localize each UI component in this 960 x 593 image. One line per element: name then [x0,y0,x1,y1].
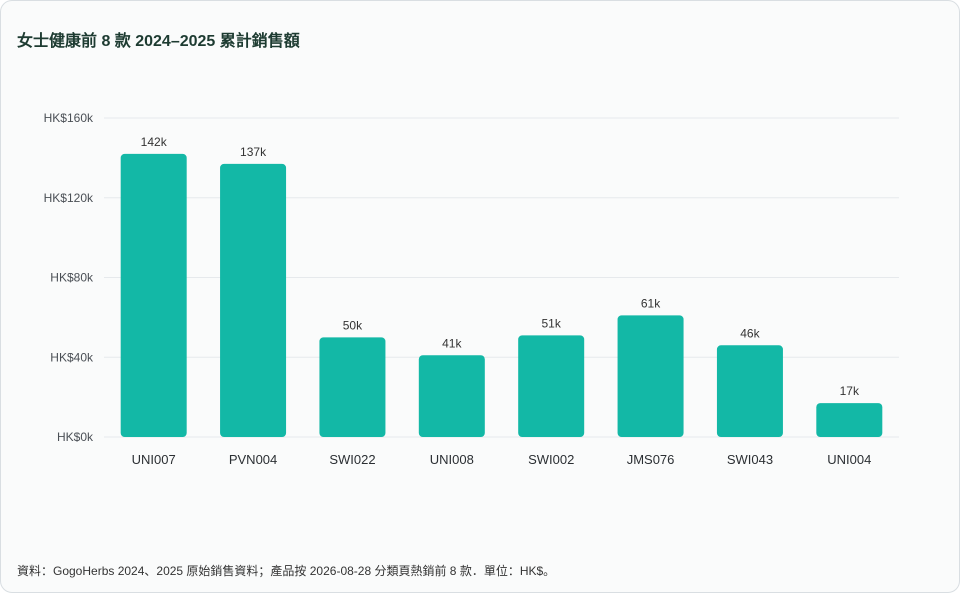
value-label: 17k [840,384,860,398]
x-tick-label: UNI007 [132,452,176,467]
chart-title: 女士健康前 8 款 2024–2025 累計銷售額 [17,33,300,50]
value-label: 142k [141,135,168,149]
x-tick-label: SWI043 [727,452,773,467]
bar-swi022 [319,337,386,437]
bar-jms076 [617,315,684,437]
value-label: 50k [343,318,363,332]
x-tick-label: JMS076 [627,452,675,467]
value-labels: 142k 137k 50k 41k 51k 61k 46k 17k [141,135,860,398]
bars [120,153,883,437]
value-label: 51k [542,316,562,330]
x-tick-label: SWI002 [528,452,574,467]
y-axis-ticks: HK$0k HK$40k HK$80k HK$120k HK$160k [44,111,94,444]
bar-pvn004 [220,163,287,437]
x-tick-label: SWI022 [329,452,375,467]
y-tick-label: HK$160k [44,111,94,125]
value-label: 46k [740,326,760,340]
y-tick-label: HK$80k [50,271,94,285]
bar-uni007 [120,153,187,437]
value-label: 41k [442,336,462,350]
bar-swi043 [716,345,783,437]
bar-swi002 [518,335,585,437]
y-tick-label: HK$0k [57,430,94,444]
x-axis-ticks: UNI007 PVN004 SWI022 UNI008 SWI002 JMS076 SWI0… [132,452,872,467]
x-tick-label: UNI008 [430,452,474,467]
value-label: 61k [641,296,661,310]
x-tick-label: PVN004 [229,452,277,467]
x-tick-label: UNI004 [827,452,871,467]
y-tick-label: HK$40k [50,350,94,364]
y-tick-label: HK$120k [44,191,94,205]
source-footnote: 資料：GogoHerbs 2024、2025 原始銷售資料；產品按 2026-0… [17,564,556,578]
bar-uni008 [418,355,485,437]
bar-uni004 [816,403,883,437]
value-label: 137k [240,145,267,159]
